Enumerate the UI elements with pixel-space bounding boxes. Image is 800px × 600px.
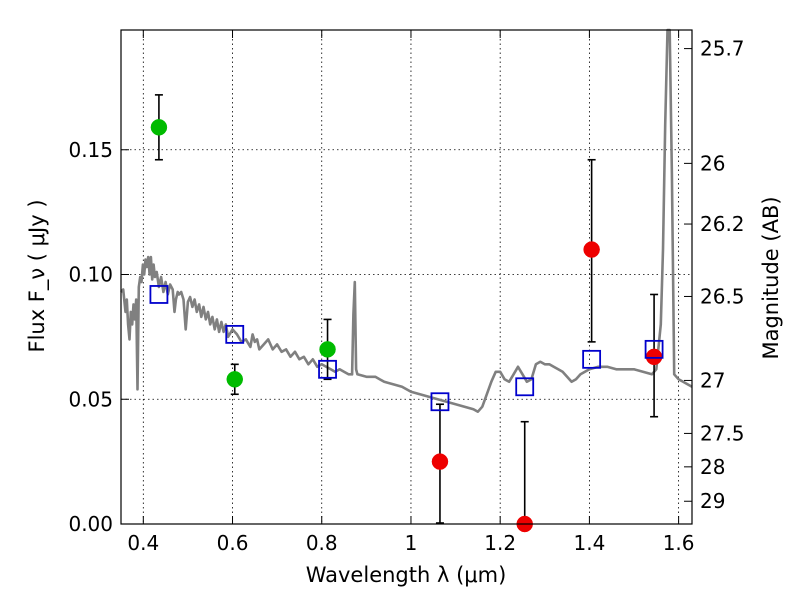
right-tick-label: 29 <box>700 489 725 513</box>
y-tick-label: 0.10 <box>68 263 113 287</box>
model-flux-square <box>582 349 602 369</box>
right-tick-label: 26.2 <box>700 212 745 236</box>
model-flux-square <box>149 285 169 304</box>
red-data-point <box>583 241 600 258</box>
right-tick-label: 27.5 <box>700 421 745 445</box>
axis-ticks <box>121 30 692 525</box>
photometry-points <box>149 94 664 533</box>
right-tick-label: 25.7 <box>700 37 745 61</box>
red-data-point <box>645 348 663 366</box>
model-flux-square <box>430 392 450 412</box>
green-data-point <box>226 371 244 388</box>
model-flux-square <box>644 339 664 359</box>
x-tick-label: 1 <box>405 531 418 555</box>
y-tick-label: 0.15 <box>68 138 113 162</box>
x-tick-label: 1.6 <box>663 531 695 555</box>
y-tick-label: 0.05 <box>68 387 113 411</box>
x-tick-label: 0.8 <box>306 531 338 555</box>
y-axis-label: Flux F_ν ( μJy ) <box>25 199 50 352</box>
x-tick-label: 1.2 <box>484 531 516 555</box>
x-tick-label: 0.6 <box>217 531 249 555</box>
x-tick-label: 0.4 <box>127 531 159 555</box>
green-data-point <box>150 119 168 136</box>
y-tick-label: 0.00 <box>68 512 113 536</box>
plot-frame <box>120 29 693 525</box>
model-spectrum-line <box>120 28 693 413</box>
red-data-point <box>431 453 449 470</box>
right-tick-label: 26.5 <box>700 284 745 308</box>
x-tick-label: 1.4 <box>573 531 605 555</box>
right-tick-label: 26 <box>700 151 725 175</box>
right-tick-label: 27 <box>700 368 725 392</box>
x-axis-label: Wavelength λ (μm) <box>306 563 507 587</box>
model-flux-square <box>225 324 245 344</box>
tick-labels: 0.4 0.6 0.8 1 1.2 1.4 1.6 0.00 0.05 0.10 0.15 25.7 2… <box>68 37 744 555</box>
grid-lines <box>121 30 692 524</box>
model-flux-square <box>318 359 337 379</box>
right-tick-label: 28 <box>700 455 725 479</box>
model-flux-square <box>515 377 535 397</box>
right-axis-label: Magnitude (AB) <box>759 196 783 359</box>
green-data-point <box>319 341 336 358</box>
model-spectrum <box>120 28 693 413</box>
